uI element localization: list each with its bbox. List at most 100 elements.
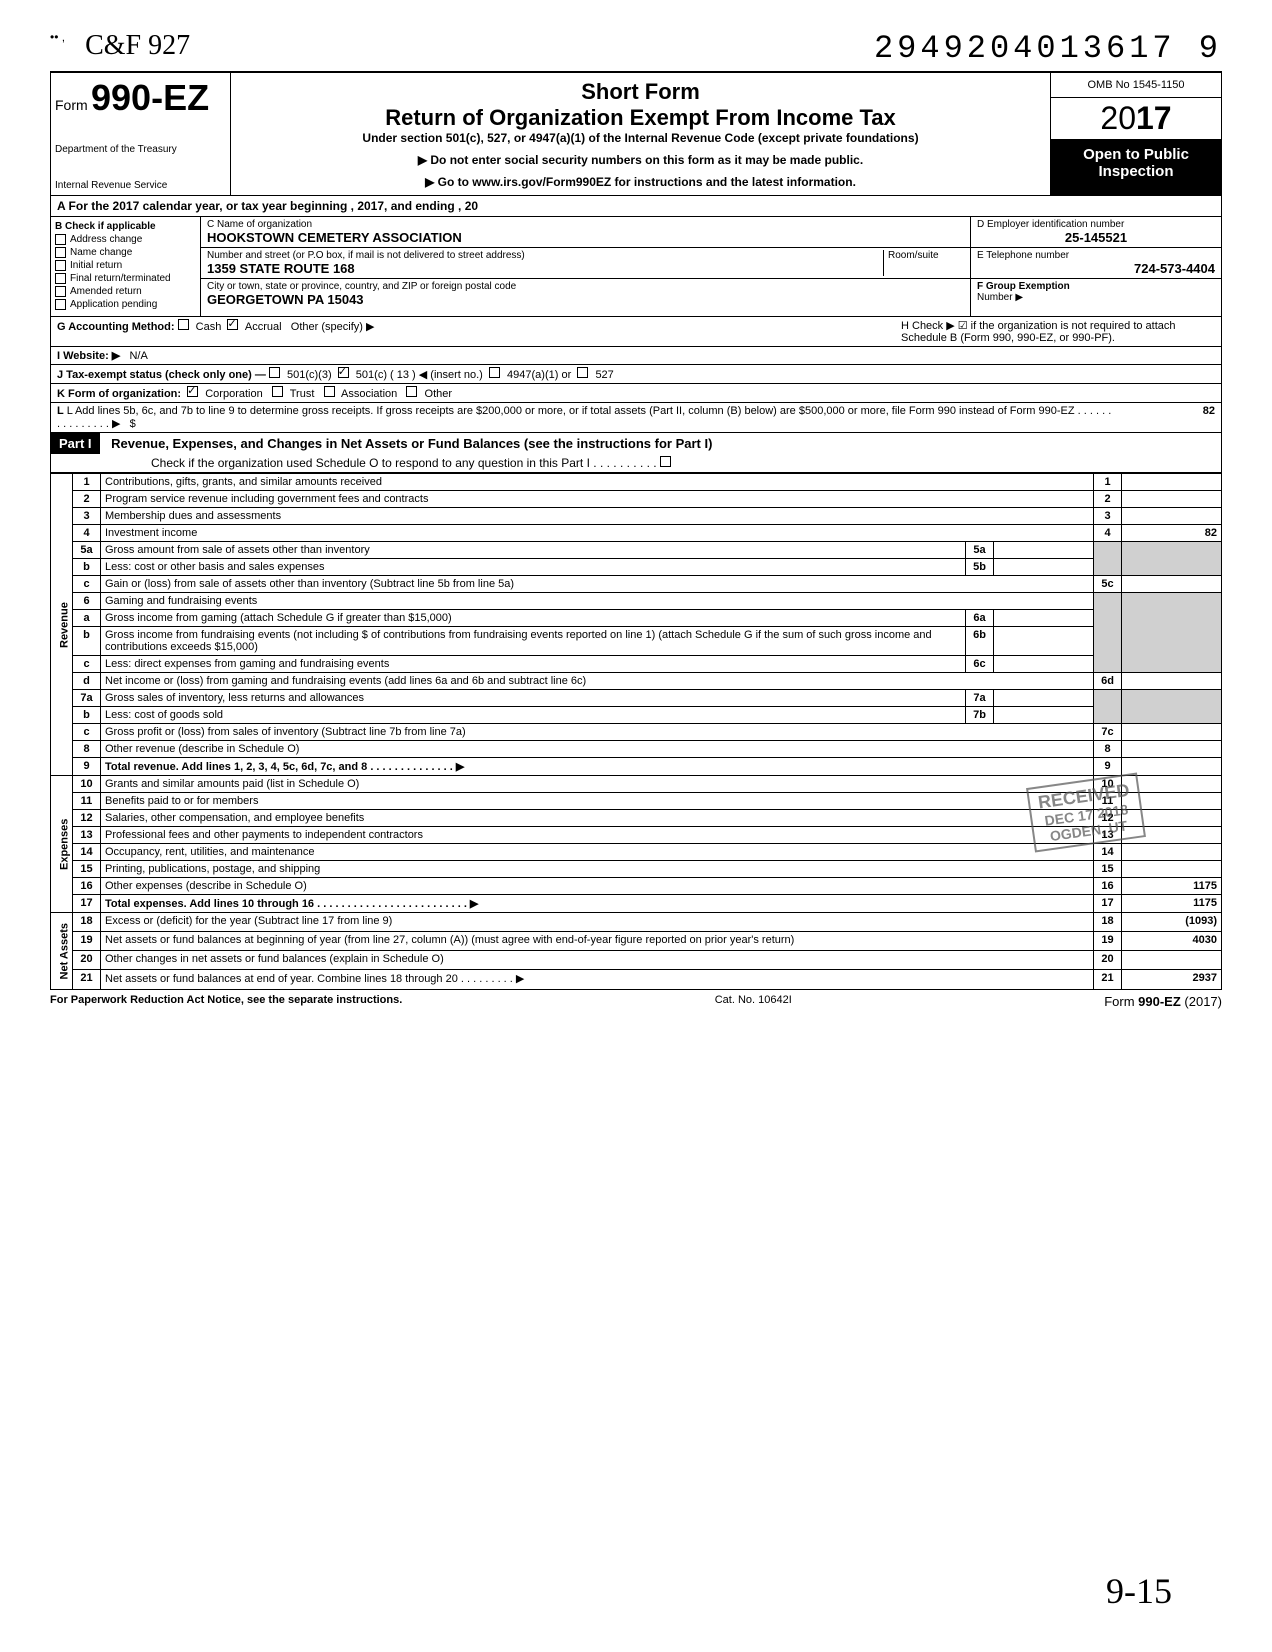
part1-sub: Check if the organization used Schedule … xyxy=(51,454,1221,472)
line-1: Revenue 1 Contributions, gifts, grants, … xyxy=(51,474,1222,491)
chk-application-pending[interactable]: Application pending xyxy=(55,299,196,310)
header-left: Form 990-EZ Department of the Treasury I… xyxy=(51,73,231,195)
line-6a: aGross income from gaming (attach Schedu… xyxy=(51,610,1222,627)
year-prefix: 20 xyxy=(1100,100,1136,136)
line-8: 8Other revenue (describe in Schedule O)8 xyxy=(51,741,1222,758)
line-2: 2Program service revenue including gover… xyxy=(51,491,1222,508)
f-group-row: F Group Exemption Number ▶ xyxy=(971,279,1221,305)
line-6: 6Gaming and fundraising events xyxy=(51,593,1222,610)
l-text: L L Add lines 5b, 6c, and 7b to line 9 t… xyxy=(57,405,1115,430)
public-line1: Open to Public xyxy=(1053,146,1219,163)
dots-left: •• , xyxy=(50,30,65,44)
section-revenue: Revenue xyxy=(51,474,73,776)
header-center: Short Form Return of Organization Exempt… xyxy=(231,73,1051,195)
section-net-assets: Net Assets xyxy=(51,913,73,990)
header-right: OMB No 1545-1150 2017 Open to Public Ins… xyxy=(1051,73,1221,195)
column-c-org-info: C Name of organization HOOKSTOWN CEMETER… xyxy=(201,217,971,316)
line-6d: dNet income or (loss) from gaming and fu… xyxy=(51,673,1222,690)
section-expenses: Expenses xyxy=(51,776,73,913)
line-16: 16Other expenses (describe in Schedule O… xyxy=(51,878,1222,895)
i-label: I Website: ▶ xyxy=(57,350,120,362)
column-def: D Employer identification number 25-1455… xyxy=(971,217,1221,316)
chk-cash[interactable] xyxy=(178,319,189,330)
line-19: 19Net assets or fund balances at beginni… xyxy=(51,932,1222,951)
line-7b: bLess: cost of goods sold7b xyxy=(51,707,1222,724)
f-group-label: F Group Exemption xyxy=(977,281,1070,292)
l-value: 82 xyxy=(1115,405,1215,430)
row-g-accounting: G Accounting Method: Cash Accrual Other … xyxy=(51,317,1221,347)
row-i-website: I Website: ▶ N/A xyxy=(51,347,1221,365)
c-city-row: City or town, state or province, country… xyxy=(201,279,970,309)
form-prefix: Form xyxy=(55,97,88,113)
chk-name-change[interactable]: Name change xyxy=(55,247,196,258)
line-21: 21Net assets or fund balances at end of … xyxy=(51,970,1222,990)
phone-value: 724-573-4404 xyxy=(977,261,1215,276)
chk-amended-return[interactable]: Amended return xyxy=(55,286,196,297)
form-number: 990-EZ xyxy=(91,77,209,118)
j-label: J Tax-exempt status (check only one) — xyxy=(57,369,266,381)
instr-ssn: Do not enter social security numbers on … xyxy=(241,153,1040,167)
year-bold: 17 xyxy=(1136,100,1172,136)
meta-rows: G Accounting Method: Cash Accrual Other … xyxy=(50,317,1222,403)
line-9: 9Total revenue. Add lines 1, 2, 3, 4, 5c… xyxy=(51,758,1222,776)
line-7c: cGross profit or (loss) from sales of in… xyxy=(51,724,1222,741)
line-5b: bLess: cost or other basis and sales exp… xyxy=(51,559,1222,576)
line-5a: 5aGross amount from sale of assets other… xyxy=(51,542,1222,559)
chk-trust[interactable] xyxy=(272,386,283,397)
f-group-number: Number ▶ xyxy=(977,292,1023,303)
chk-final-return[interactable]: Final return/terminated xyxy=(55,273,196,284)
public-line2: Inspection xyxy=(1053,163,1219,180)
chk-527[interactable] xyxy=(577,367,588,378)
dept-irs: Internal Revenue Service xyxy=(55,180,226,191)
h-schedule-b: H Check ▶ ☑ if the organization is not r… xyxy=(895,319,1215,344)
line-5c: cGain or (loss) from sale of assets othe… xyxy=(51,576,1222,593)
line-15: 15Printing, publications, postage, and s… xyxy=(51,861,1222,878)
line-3: 3Membership dues and assessments3 xyxy=(51,508,1222,525)
chk-other-org[interactable] xyxy=(406,386,417,397)
b-title: B Check if applicable xyxy=(55,221,196,232)
website-value: N/A xyxy=(129,350,147,362)
footer-form: Form 990-EZ (2017) xyxy=(1104,994,1222,1009)
main-lines-table: Revenue 1 Contributions, gifts, grants, … xyxy=(50,473,1222,990)
d-ein-label: D Employer identification number xyxy=(977,219,1124,230)
line-17: 17Total expenses. Add lines 10 through 1… xyxy=(51,895,1222,913)
chk-schedule-o[interactable] xyxy=(660,456,671,467)
row-j-tax-status: J Tax-exempt status (check only one) — 5… xyxy=(51,365,1221,384)
row-k-form-org: K Form of organization: Corporation Trus… xyxy=(51,384,1221,402)
page-footer: For Paperwork Reduction Act Notice, see … xyxy=(50,994,1222,1009)
chk-initial-return[interactable]: Initial return xyxy=(55,260,196,271)
title-short-form: Short Form xyxy=(241,79,1040,105)
line-20: 20Other changes in net assets or fund ba… xyxy=(51,951,1222,970)
chk-accrual[interactable] xyxy=(227,319,238,330)
handwriting-cf: C&F 927 xyxy=(85,30,190,62)
chk-501c3[interactable] xyxy=(269,367,280,378)
line-6c: cLess: direct expenses from gaming and f… xyxy=(51,656,1222,673)
row-l-gross-receipts: L L Add lines 5b, 6c, and 7b to line 9 t… xyxy=(50,403,1222,433)
chk-association[interactable] xyxy=(324,386,335,397)
tax-year: 2017 xyxy=(1051,98,1221,140)
handwritten-signature: 9-15 xyxy=(1106,1570,1172,1612)
k-label: K Form of organization: xyxy=(57,388,181,400)
chk-501c[interactable] xyxy=(338,367,349,378)
chk-corporation[interactable] xyxy=(187,386,198,397)
d-ein-row: D Employer identification number 25-1455… xyxy=(971,217,1221,248)
part1-header-row: Part I Revenue, Expenses, and Changes in… xyxy=(50,433,1222,473)
open-to-public: Open to Public Inspection xyxy=(1051,140,1221,195)
line-7a: 7aGross sales of inventory, less returns… xyxy=(51,690,1222,707)
g-label: G Accounting Method: xyxy=(57,321,175,333)
org-address: 1359 STATE ROUTE 168 xyxy=(207,261,879,276)
top-row: •• , C&F 927 2949204013617 9 xyxy=(50,30,1222,67)
form-header: Form 990-EZ Department of the Treasury I… xyxy=(50,71,1222,196)
line-18: Net Assets 18Excess or (deficit) for the… xyxy=(51,913,1222,932)
c-name-label: C Name of organization xyxy=(207,219,312,230)
footer-catalog: Cat. No. 10642I xyxy=(715,994,792,1009)
chk-4947[interactable] xyxy=(489,367,500,378)
chk-address-change[interactable]: Address change xyxy=(55,234,196,245)
org-city: GEORGETOWN PA 15043 xyxy=(207,292,964,307)
e-phone-label: E Telephone number xyxy=(977,250,1069,261)
part1-title: Revenue, Expenses, and Changes in Net As… xyxy=(103,433,720,454)
column-b-checkboxes: B Check if applicable Address change Nam… xyxy=(51,217,201,316)
line-6b: bGross income from fundraising events (n… xyxy=(51,627,1222,656)
c-name-row: C Name of organization HOOKSTOWN CEMETER… xyxy=(201,217,970,248)
title-main: Return of Organization Exempt From Incom… xyxy=(241,105,1040,131)
